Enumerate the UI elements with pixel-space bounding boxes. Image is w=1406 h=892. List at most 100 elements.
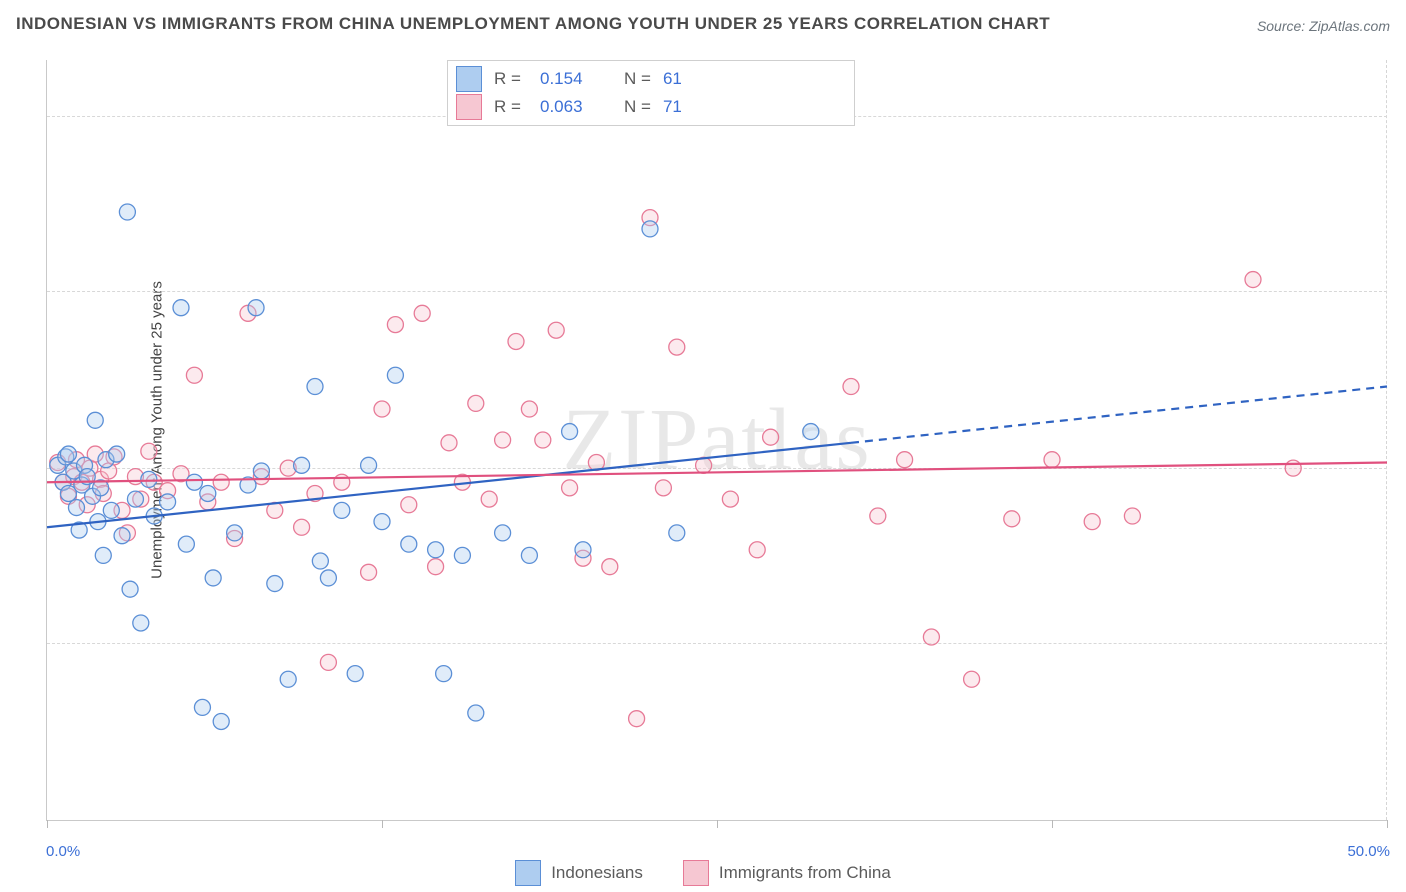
scatter-point <box>60 446 76 462</box>
scatter-point <box>535 432 551 448</box>
trend-line <box>47 463 1387 483</box>
scatter-point <box>428 559 444 575</box>
scatter-point <box>186 367 202 383</box>
scatter-point <box>803 424 819 440</box>
scatter-point <box>495 525 511 541</box>
scatter-point <box>562 424 578 440</box>
x-tick <box>717 820 718 828</box>
scatter-point <box>454 547 470 563</box>
scatter-point <box>441 435 457 451</box>
scatter-point <box>1044 452 1060 468</box>
plot-area: 6.3% 12.5% 18.8% 25.0% ZIPatlas R = 0.15… <box>46 60 1387 821</box>
scatter-point <box>468 705 484 721</box>
scatter-point <box>387 367 403 383</box>
scatter-point <box>347 666 363 682</box>
scatter-point <box>186 474 202 490</box>
scatter-point <box>361 457 377 473</box>
x-tick-label-max: 50.0% <box>1347 843 1390 860</box>
scatter-point <box>843 379 859 395</box>
scatter-point <box>307 379 323 395</box>
scatter-point <box>387 317 403 333</box>
scatter-point <box>294 457 310 473</box>
scatter-point <box>374 401 390 417</box>
scatter-point <box>669 339 685 355</box>
scatter-point <box>95 547 111 563</box>
scatter-point <box>923 629 939 645</box>
scatter-point <box>749 542 765 558</box>
scatter-point <box>200 485 216 501</box>
scatter-point <box>508 333 524 349</box>
scatter-point <box>133 615 149 631</box>
scatter-point <box>312 553 328 569</box>
scatter-point <box>722 491 738 507</box>
scatter-point <box>870 508 886 524</box>
scatter-point <box>320 570 336 586</box>
scatter-point <box>1084 514 1100 530</box>
scatter-point <box>294 519 310 535</box>
scatter-point <box>267 576 283 592</box>
scatter-point <box>141 443 157 459</box>
scatter-point <box>669 525 685 541</box>
scatter-point <box>629 711 645 727</box>
x-tick <box>1387 820 1388 828</box>
scatter-point <box>897 452 913 468</box>
scatter-point <box>103 502 119 518</box>
scatter-point <box>213 713 229 729</box>
legend-item: Immigrants from China <box>683 860 891 886</box>
legend-swatch <box>683 860 709 886</box>
scatter-point <box>964 671 980 687</box>
scatter-point <box>320 654 336 670</box>
scatter-point <box>334 502 350 518</box>
scatter-point <box>428 542 444 558</box>
scatter-point <box>178 536 194 552</box>
scatter-point <box>253 463 269 479</box>
scatter-point <box>575 542 591 558</box>
scatter-point <box>248 300 264 316</box>
scatter-point <box>205 570 221 586</box>
scatter-point <box>481 491 497 507</box>
scatter-point <box>1124 508 1140 524</box>
scatter-point <box>334 474 350 490</box>
scatter-point <box>763 429 779 445</box>
legend-swatch <box>515 860 541 886</box>
scatter-point <box>468 395 484 411</box>
scatter-point <box>562 480 578 496</box>
scatter-point <box>495 432 511 448</box>
scatter-point <box>119 204 135 220</box>
scatter-point <box>1004 511 1020 527</box>
x-tick <box>47 820 48 828</box>
scatter-point <box>361 564 377 580</box>
scatter-point <box>87 412 103 428</box>
scatter-point <box>655 480 671 496</box>
scatter-point <box>401 536 417 552</box>
scatter-point <box>127 491 143 507</box>
scatter-point <box>280 671 296 687</box>
scatter-point <box>401 497 417 513</box>
scatter-point <box>1285 460 1301 476</box>
source-label: Source: ZipAtlas.com <box>1257 18 1390 34</box>
scatter-point <box>436 666 452 682</box>
scatter-point <box>642 221 658 237</box>
scatter-point <box>521 401 537 417</box>
scatter-point <box>141 471 157 487</box>
x-tick <box>382 820 383 828</box>
scatter-point <box>1245 272 1261 288</box>
scatter-svg <box>47 60 1387 820</box>
trend-line-extrapolated <box>851 387 1387 443</box>
scatter-point <box>227 525 243 541</box>
scatter-point <box>122 581 138 597</box>
scatter-point <box>521 547 537 563</box>
scatter-point <box>602 559 618 575</box>
scatter-point <box>160 494 176 510</box>
legend-series: Indonesians Immigrants from China <box>0 860 1406 886</box>
scatter-point <box>213 474 229 490</box>
scatter-point <box>414 305 430 321</box>
legend-item: Indonesians <box>515 860 643 886</box>
x-tick-label-min: 0.0% <box>46 843 80 860</box>
scatter-point <box>68 500 84 516</box>
x-tick <box>1052 820 1053 828</box>
series-name: Immigrants from China <box>719 863 891 883</box>
scatter-point <box>194 699 210 715</box>
scatter-point <box>173 300 189 316</box>
scatter-point <box>114 528 130 544</box>
